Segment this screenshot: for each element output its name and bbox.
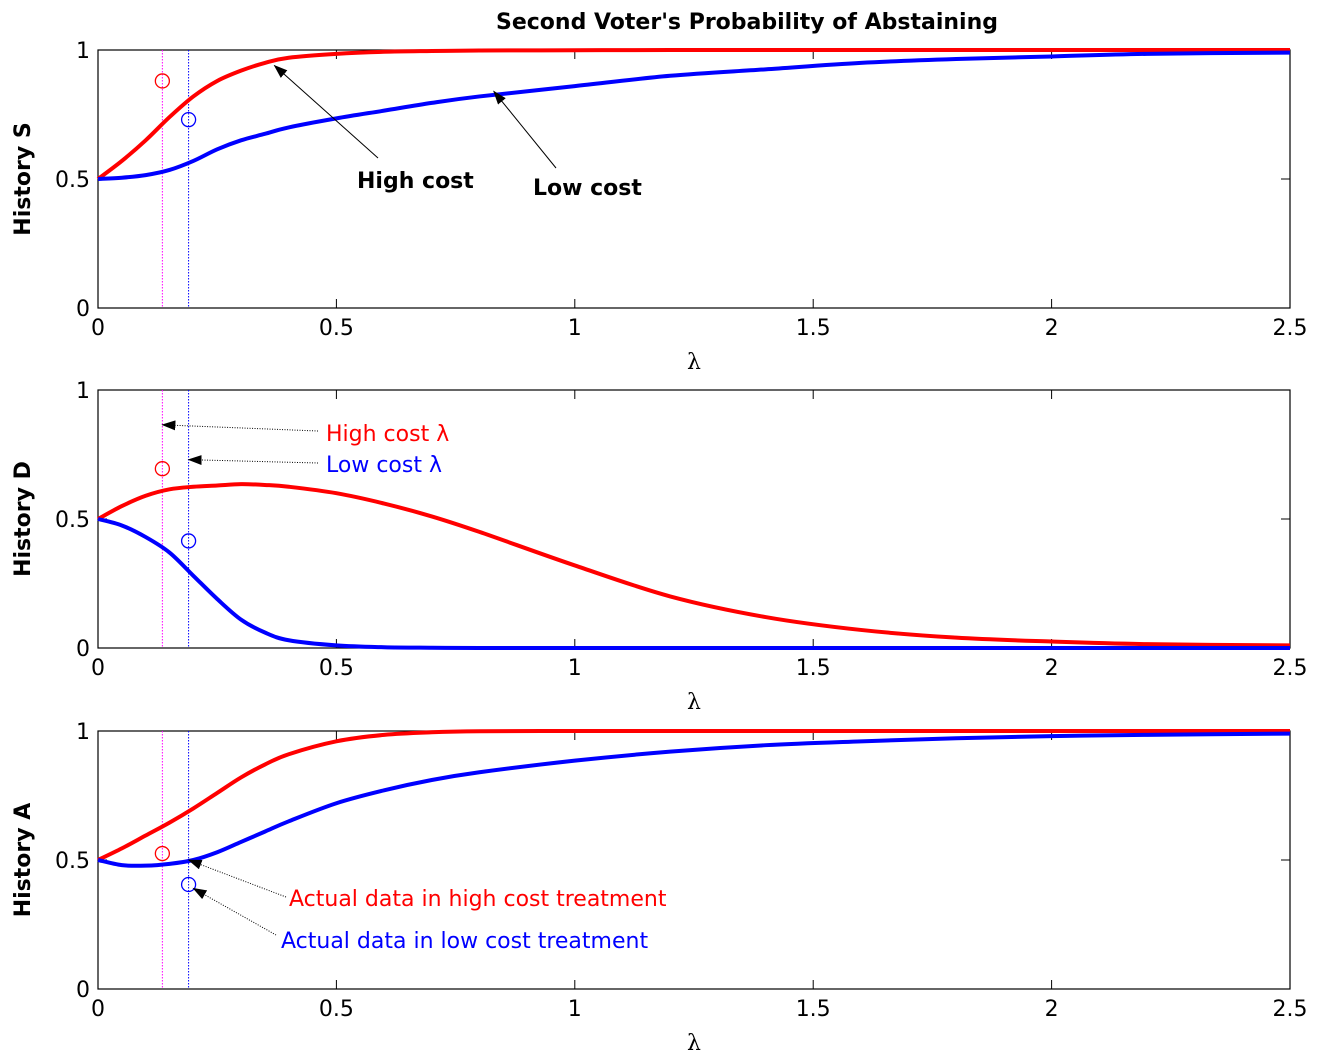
x-tick-label: 1.5: [796, 656, 831, 681]
actual-data-point-high-cost: [154, 73, 171, 89]
annotation-label: Low cost λ: [326, 453, 442, 478]
annotation-arrow: [187, 859, 287, 898]
plot-frame: [97, 389, 1291, 649]
x-tick-label: 0.5: [319, 316, 354, 341]
x-tick-label: 0.5: [319, 997, 354, 1022]
x-axis-label: λ: [687, 1031, 701, 1056]
series-line-high-cost: [97, 482, 1291, 648]
plot-frame: [97, 49, 1291, 309]
actual-data-point-low-cost: [180, 533, 197, 549]
x-tick-label: 0: [91, 997, 105, 1022]
annotation-arrow: [493, 90, 557, 169]
actual-data-point-low-cost: [180, 112, 197, 128]
x-axis-label: λ: [687, 690, 701, 715]
y-tick-label: 0: [76, 978, 90, 1003]
y-axis-label: History A: [11, 803, 36, 918]
annotation-label: Low cost: [533, 176, 642, 201]
x-tick-label: 2.5: [1273, 997, 1308, 1022]
y-tick-label: 1: [76, 720, 90, 745]
annotation-label: High cost λ: [326, 422, 449, 447]
x-tick-label: 2.5: [1273, 316, 1308, 341]
x-tick-label: 1.5: [796, 997, 831, 1022]
y-tick-label: 0: [76, 297, 90, 322]
y-tick-label: 1: [76, 379, 90, 404]
x-tick-label: 1: [568, 316, 582, 341]
annotation-label: Actual data in low cost treatment: [281, 929, 648, 954]
y-tick-label: 0.5: [55, 508, 90, 533]
x-tick-label: 2: [1045, 656, 1059, 681]
x-tick-label: 2.5: [1273, 656, 1308, 681]
annotation-arrow: [161, 420, 319, 432]
actual-data-point-low-cost: [180, 876, 197, 893]
plot-frame: [97, 730, 1291, 990]
x-tick-label: 0: [91, 656, 105, 681]
x-tick-label: 1: [568, 997, 582, 1022]
figure-title: Second Voter's Probability of Abstaining: [496, 10, 998, 35]
y-tick-label: 0: [76, 637, 90, 662]
x-tick-label: 1: [568, 656, 582, 681]
series-line-high-cost: [96, 47, 1290, 181]
actual-data-point-high-cost: [154, 461, 171, 477]
x-tick-label: 2: [1045, 997, 1059, 1022]
annotation-arrow: [187, 454, 319, 465]
actual-data-point-high-cost: [154, 845, 171, 862]
y-axis-label: History S: [11, 122, 36, 235]
series-line-high-cost: [97, 728, 1290, 862]
y-tick-label: 1: [76, 39, 90, 64]
x-tick-label: 0.5: [319, 656, 354, 681]
annotation-label: High cost: [357, 169, 474, 194]
annotation-arrow: [192, 887, 277, 936]
panel-3: 0 0.5 1 1.5 2 2.5 0 0.5 1 λ History A Actual data i…: [11, 720, 1308, 1056]
annotation-label: Actual data in high cost treatment: [289, 887, 667, 912]
y-tick-label: 0.5: [55, 849, 90, 874]
x-tick-label: 2: [1045, 316, 1059, 341]
x-tick-label: 1.5: [796, 316, 831, 341]
annotation-arrow: [273, 64, 379, 159]
series-line-low-cost: [97, 731, 1291, 868]
y-axis-label: History D: [11, 461, 36, 577]
y-tick-label: 0.5: [55, 168, 90, 193]
series-line-low-cost: [97, 50, 1291, 181]
x-tick-label: 0: [91, 316, 105, 341]
panel-2: 0 0.5 1 1.5 2 2.5 0 0.5 1 λ History D High cost λ Lo…: [11, 379, 1308, 715]
x-axis-label: λ: [687, 350, 701, 375]
panel-1: 0 0.5 1 1.5 2 2.5 0 0.5 1 λ History S High cost Low …: [11, 39, 1308, 375]
series-line-low-cost: [97, 517, 1290, 651]
